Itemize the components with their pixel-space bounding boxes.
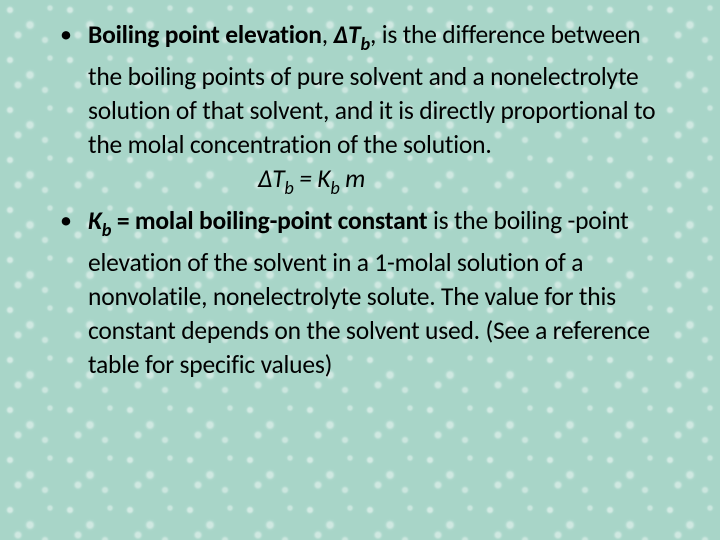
bullet-2-text: Kb = molal boiling-point constant is the…: [88, 204, 670, 382]
bullet-list: Boiling point elevation, ΔTb, is the dif…: [50, 18, 670, 382]
bullet-1-text: Boiling point elevation, ΔTb, is the dif…: [88, 18, 670, 162]
bullet-1-equation: ΔTb = Kb m: [88, 162, 670, 204]
slide-content: Boiling point elevation, ΔTb, is the dif…: [0, 0, 720, 402]
bullet-item-2: Kb = molal boiling-point constant is the…: [50, 204, 670, 382]
bullet-item-1: Boiling point elevation, ΔTb, is the dif…: [50, 18, 670, 204]
